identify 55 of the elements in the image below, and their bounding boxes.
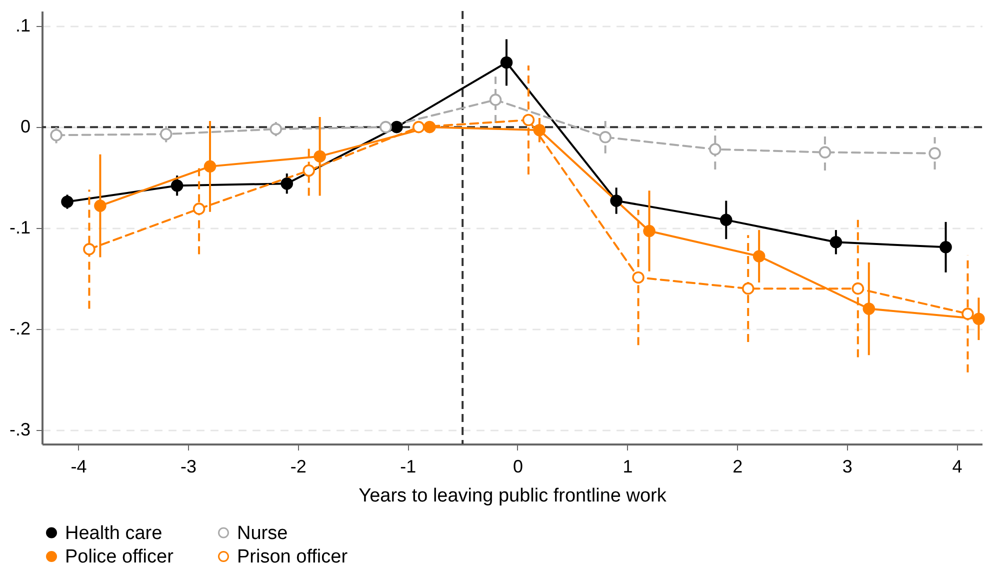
- point: [522, 114, 535, 126]
- legend-label: Police officer: [65, 546, 174, 568]
- point: [390, 120, 403, 134]
- point: [412, 120, 425, 134]
- x-tick-label: 0: [512, 456, 523, 476]
- y-tick-label: -.2: [9, 318, 30, 338]
- point: [830, 236, 842, 248]
- point: [94, 200, 106, 212]
- point: [170, 179, 184, 192]
- x-tick-label: 1: [622, 456, 633, 476]
- point: [962, 308, 974, 320]
- point: [423, 120, 436, 134]
- point: [862, 302, 876, 315]
- point: [720, 214, 732, 226]
- point: [50, 129, 62, 142]
- legend-label: Prison officer: [237, 546, 348, 568]
- x-tick-label: -2: [290, 456, 306, 476]
- point: [380, 120, 392, 134]
- x-tick-label: 2: [732, 456, 743, 476]
- point: [632, 271, 644, 284]
- point: [818, 146, 832, 158]
- legend-label: Nurse: [237, 522, 288, 544]
- y-tick-label: 0: [20, 116, 30, 137]
- point: [270, 122, 282, 136]
- point: [972, 312, 985, 325]
- point: [928, 147, 941, 160]
- point: [533, 124, 546, 136]
- point: [752, 250, 766, 262]
- point: [599, 131, 612, 144]
- point: [742, 282, 754, 295]
- x-tick-label: -1: [400, 456, 416, 476]
- point: [160, 128, 172, 140]
- x-tick-label: -4: [70, 456, 87, 476]
- point: [83, 243, 96, 256]
- point: [61, 196, 74, 208]
- x-tick-label: 4: [952, 456, 962, 476]
- x-tick-label: -3: [180, 456, 197, 476]
- point: [709, 143, 722, 156]
- y-tick-label: -.3: [9, 419, 30, 440]
- point: [489, 94, 502, 106]
- point: [192, 202, 206, 215]
- point: [500, 56, 513, 69]
- legend-label: Health care: [65, 522, 162, 544]
- x-tick-label: 3: [842, 456, 852, 476]
- point: [643, 224, 656, 238]
- point: [302, 164, 315, 177]
- x-axis-title: Years to leaving public frontline work: [358, 486, 667, 506]
- point: [314, 150, 326, 162]
- point: [204, 160, 216, 173]
- point: [852, 282, 864, 295]
- point: [610, 194, 622, 207]
- point: [940, 241, 952, 254]
- y-tick-label: .1: [15, 16, 30, 36]
- point: [280, 177, 294, 190]
- y-tick-label: -.1: [9, 218, 30, 238]
